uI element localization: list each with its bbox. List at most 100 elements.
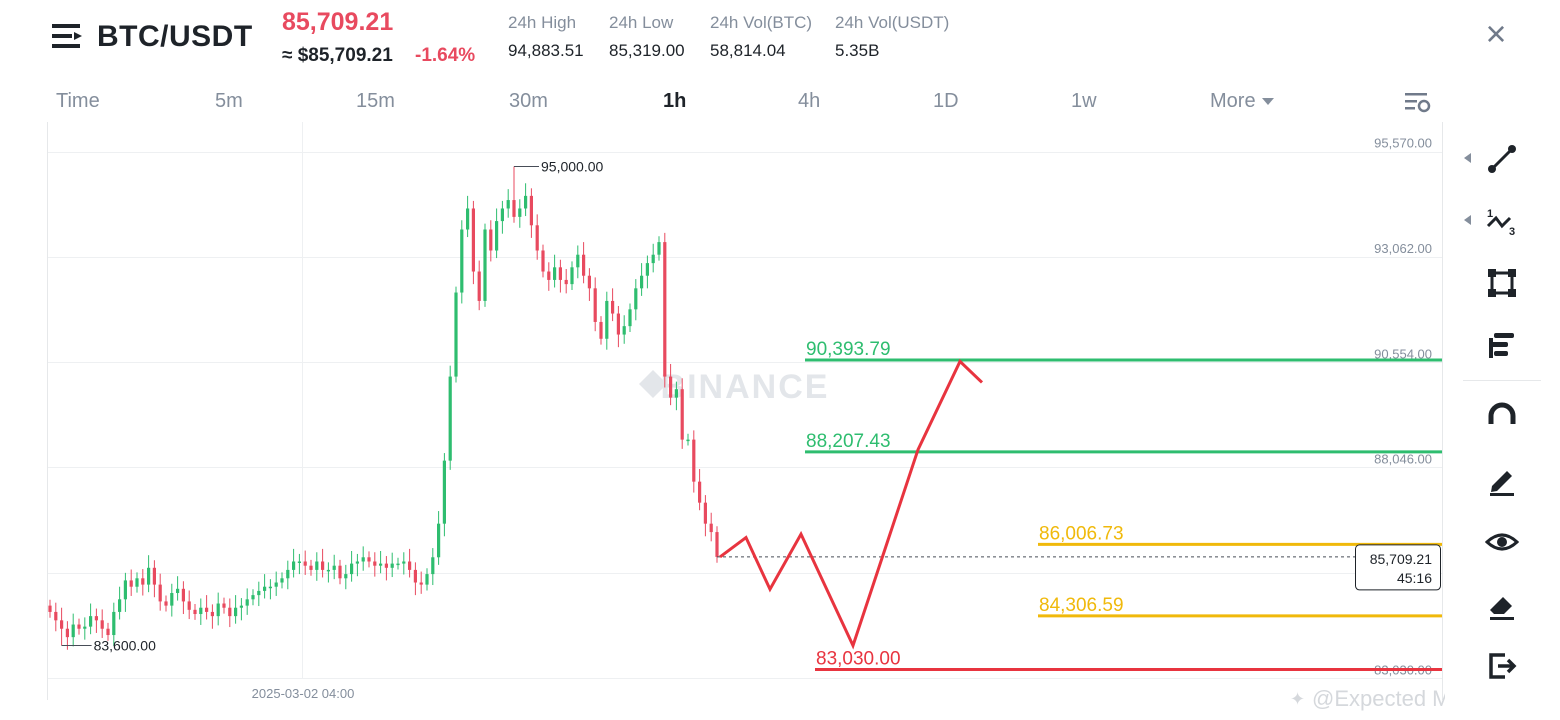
stat-24h-vol-usdt: 24h Vol(USDT) 5.35B — [835, 13, 949, 61]
tab-4h[interactable]: 4h — [798, 90, 821, 112]
tab-1w[interactable]: 1w — [1071, 90, 1097, 112]
candle-body — [622, 326, 626, 335]
eye-icon[interactable] — [1485, 525, 1519, 559]
candle-body — [558, 267, 562, 280]
long-short-position-icon[interactable] — [1485, 328, 1519, 362]
candle-body — [442, 460, 446, 524]
magnet-icon[interactable] — [1485, 400, 1519, 434]
candle-countdown: 45:16 — [1397, 570, 1432, 586]
candle-body — [309, 565, 313, 570]
candle-body — [118, 599, 122, 612]
candle-body — [199, 607, 203, 615]
stat-label: 24h Low — [609, 13, 674, 32]
candle-body — [48, 605, 52, 612]
candle-body — [640, 275, 644, 289]
candle-body — [390, 563, 394, 568]
candle-body — [605, 300, 609, 339]
candle-body — [112, 611, 116, 636]
pair-title[interactable]: BTC/USDT — [97, 20, 253, 53]
candle-body — [344, 574, 348, 579]
stat-24h-vol-btc: 24h Vol(BTC) 58,814.04 — [710, 13, 812, 61]
candle-body — [77, 624, 81, 629]
tab-5m[interactable]: 5m — [215, 90, 243, 112]
last-price: 85,709.21 — [282, 8, 394, 36]
candle-body — [297, 561, 301, 563]
credit-watermark: @Expected Move 092 — [1312, 686, 1445, 711]
binance-logo-icon — [639, 370, 667, 398]
candle-body — [338, 565, 342, 579]
menu-icon[interactable] — [52, 22, 84, 50]
candle-body — [54, 611, 58, 621]
price-level-label: 84,306.59 — [1039, 595, 1124, 616]
price-chart[interactable]: BINANCE 95,570.00 93,062.00 90,554.00 88,046… — [0, 122, 1445, 720]
pencil-icon[interactable] — [1485, 463, 1519, 497]
candle-body — [448, 376, 452, 461]
svg-text:1: 1 — [1487, 208, 1493, 220]
candle-body — [315, 561, 319, 570]
candle-body — [616, 313, 620, 335]
stat-value: 85,319.00 — [609, 41, 685, 60]
candle-body — [576, 254, 580, 268]
candle-body — [628, 309, 632, 327]
candle-body — [703, 502, 707, 524]
candle-body — [135, 578, 139, 587]
stat-value: 58,814.04 — [710, 41, 786, 60]
close-icon[interactable]: × — [1485, 13, 1507, 54]
projection-path[interactable] — [719, 358, 984, 650]
price-level-label: 86,006.73 — [1039, 523, 1124, 544]
candle-body — [437, 523, 441, 558]
change-percent: -1.64% — [415, 45, 476, 66]
tab-1d[interactable]: 1D — [933, 90, 959, 112]
candle-body — [326, 569, 330, 572]
tab-30m[interactable]: 30m — [509, 90, 548, 112]
candle-body — [686, 439, 690, 442]
stat-label: 24h High — [508, 13, 577, 32]
candle-body — [454, 292, 458, 377]
candle-body — [663, 242, 667, 377]
current-price-box — [1355, 544, 1441, 591]
candle-body — [158, 584, 162, 602]
eraser-icon[interactable] — [1485, 588, 1519, 622]
candle-body — [245, 599, 249, 606]
tab-15m[interactable]: 15m — [356, 90, 395, 112]
caret-left-icon[interactable] — [1464, 215, 1471, 225]
fibonacci-icon[interactable]: 1 3 — [1485, 204, 1519, 238]
candle-body — [419, 582, 423, 585]
stat-value: 94,883.51 — [508, 41, 584, 60]
candle-body — [71, 624, 75, 638]
candle-body — [83, 626, 87, 629]
candle-body — [384, 563, 388, 568]
tab-1h[interactable]: 1h — [663, 90, 687, 112]
candle-body — [286, 569, 290, 579]
candle-body — [692, 439, 696, 482]
candle-body — [489, 229, 493, 251]
candle-body — [228, 607, 232, 617]
exit-icon[interactable] — [1485, 649, 1519, 683]
candle-body — [361, 557, 365, 562]
candle-body — [547, 271, 551, 280]
candle-body — [205, 607, 209, 612]
candle-body — [210, 611, 214, 617]
candle-body — [657, 242, 661, 255]
candle-body — [535, 225, 539, 251]
candle-body — [466, 208, 470, 230]
candle-body — [506, 200, 510, 209]
candle-body — [350, 563, 354, 575]
candle-body — [582, 254, 586, 276]
drawing-toolbar: 1 3 — [1445, 122, 1560, 720]
candle-body — [216, 603, 220, 617]
candle-body — [332, 565, 336, 570]
caret-left-icon[interactable] — [1464, 153, 1471, 163]
trend-line-icon[interactable] — [1485, 142, 1519, 176]
tab-more[interactable]: More — [1210, 90, 1274, 113]
candle-body — [100, 620, 104, 629]
candle-body — [141, 578, 145, 585]
tab-time[interactable]: Time — [56, 90, 100, 112]
candle-body — [89, 616, 93, 627]
chart-settings-icon[interactable] — [1404, 90, 1432, 114]
candle-body — [147, 567, 151, 585]
candle-body — [674, 389, 678, 398]
candle-body — [408, 561, 412, 570]
rectangle-icon[interactable] — [1485, 266, 1519, 300]
candle-body — [379, 563, 383, 566]
